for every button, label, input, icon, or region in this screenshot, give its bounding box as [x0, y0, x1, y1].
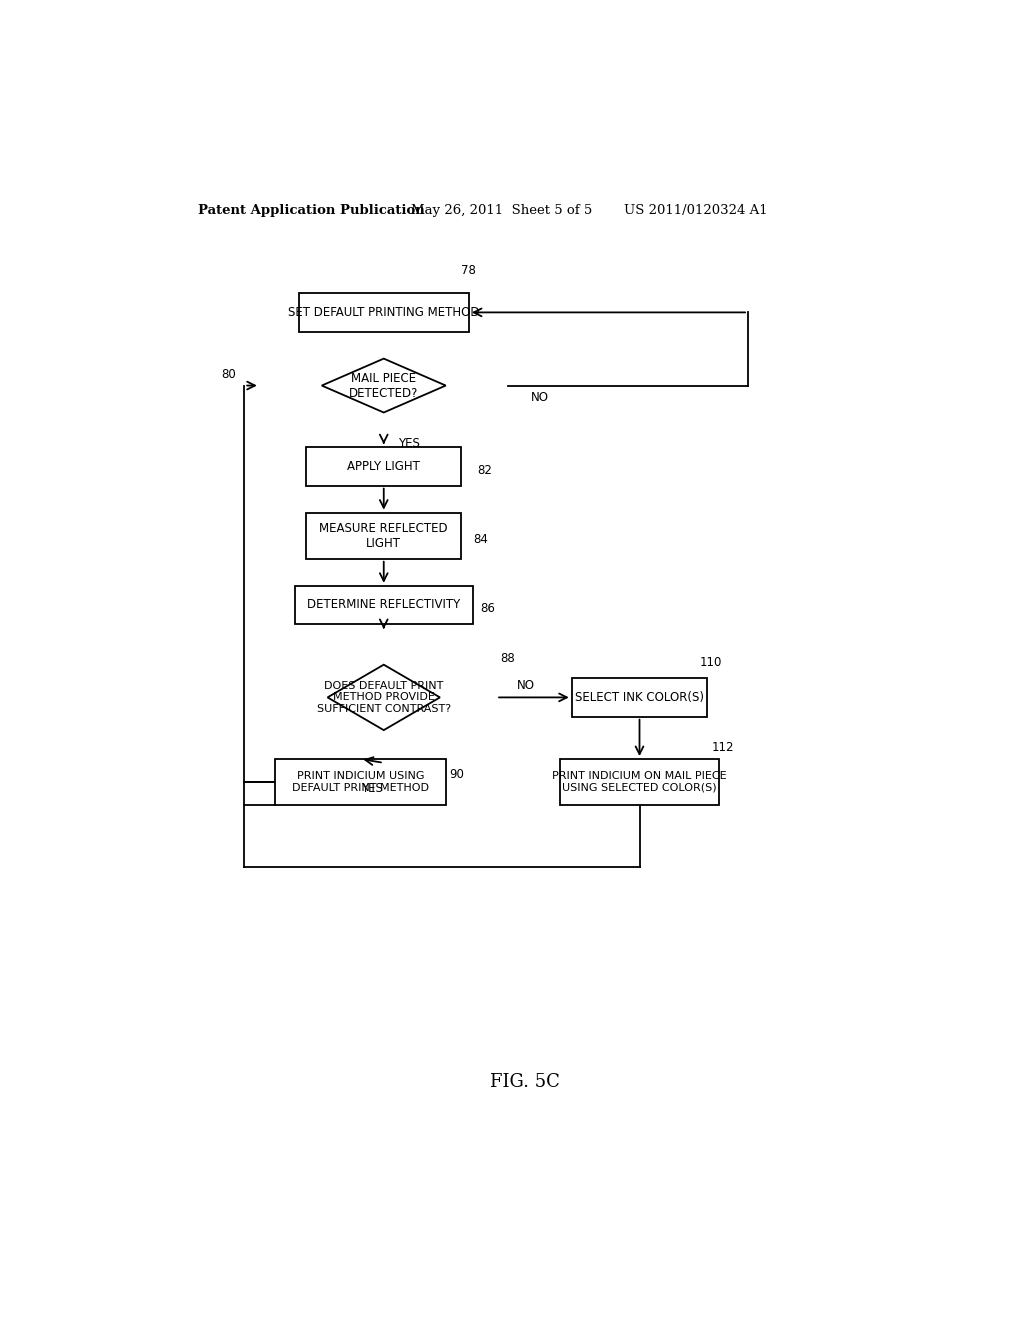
Text: 110: 110	[699, 656, 722, 669]
Polygon shape	[328, 665, 440, 730]
Text: APPLY LIGHT: APPLY LIGHT	[347, 459, 420, 473]
Text: 86: 86	[480, 602, 496, 615]
Text: PRINT INDICIUM USING
DEFAULT PRINT METHOD: PRINT INDICIUM USING DEFAULT PRINT METHO…	[292, 771, 429, 793]
Bar	[299, 293, 469, 331]
Text: 88: 88	[500, 652, 515, 665]
Bar	[571, 678, 708, 717]
Bar	[306, 447, 461, 486]
Bar	[560, 759, 719, 805]
Text: SET DEFAULT PRINTING METHOD: SET DEFAULT PRINTING METHOD	[288, 306, 479, 319]
Text: May 26, 2011  Sheet 5 of 5: May 26, 2011 Sheet 5 of 5	[411, 205, 592, 218]
Bar	[306, 512, 461, 558]
Text: YES: YES	[397, 437, 420, 450]
Text: FIG. 5C: FIG. 5C	[489, 1073, 560, 1092]
Text: 82: 82	[477, 463, 492, 477]
Bar	[295, 586, 473, 624]
Text: 112: 112	[712, 741, 733, 754]
Text: 80: 80	[222, 367, 237, 380]
Text: 90: 90	[450, 768, 465, 781]
Text: MEASURE REFLECTED
LIGHT: MEASURE REFLECTED LIGHT	[319, 521, 449, 549]
Polygon shape	[322, 359, 445, 412]
Text: NO: NO	[531, 391, 549, 404]
Bar	[275, 759, 445, 805]
Text: MAIL PIECE
DETECTED?: MAIL PIECE DETECTED?	[349, 371, 419, 400]
Text: US 2011/0120324 A1: US 2011/0120324 A1	[624, 205, 768, 218]
Text: DOES DEFAULT PRINT
METHOD PROVIDE
SUFFICIENT CONTRAST?: DOES DEFAULT PRINT METHOD PROVIDE SUFFIC…	[316, 681, 451, 714]
Text: PRINT INDICIUM ON MAIL PIECE
USING SELECTED COLOR(S): PRINT INDICIUM ON MAIL PIECE USING SELEC…	[552, 771, 727, 793]
Text: DETERMINE REFLECTIVITY: DETERMINE REFLECTIVITY	[307, 598, 461, 611]
Text: Patent Application Publication: Patent Application Publication	[198, 205, 425, 218]
Text: 78: 78	[461, 264, 476, 277]
Text: 84: 84	[473, 533, 487, 546]
Text: NO: NO	[516, 680, 535, 693]
Text: YES: YES	[361, 781, 383, 795]
Text: SELECT INK COLOR(S): SELECT INK COLOR(S)	[575, 690, 705, 704]
